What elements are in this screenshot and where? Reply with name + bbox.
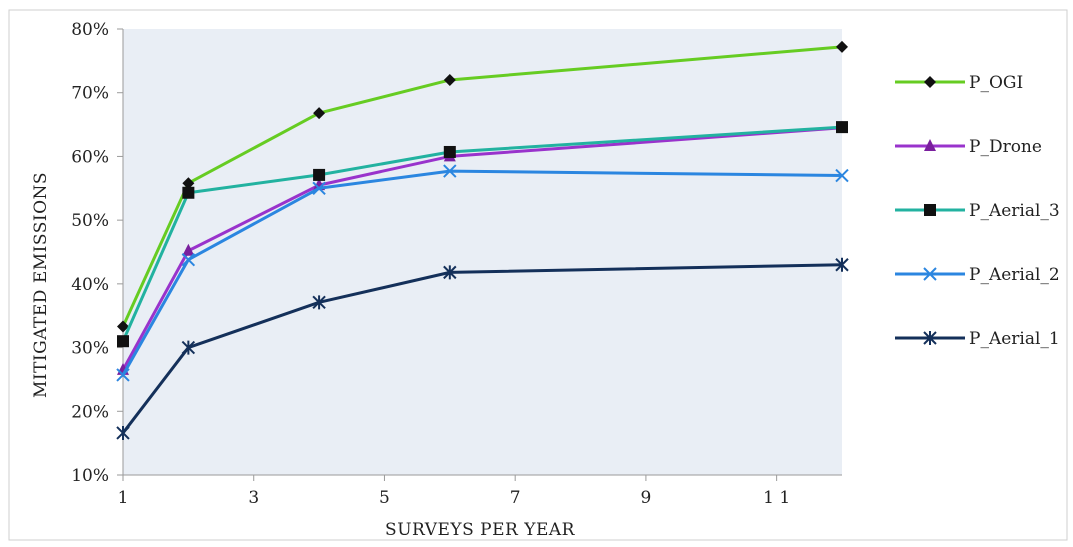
data-point-p-aerial-2 (116, 368, 130, 382)
series-p-ogi (117, 40, 848, 333)
x-tick-label: 3 (248, 488, 259, 508)
x-axis-title: SURVEYS PER YEAR (385, 520, 576, 540)
data-point-p-aerial-2 (312, 181, 326, 195)
data-point-p-aerial-3 (182, 186, 195, 199)
series-p-aerial-2 (116, 164, 849, 382)
legend-marker (923, 267, 937, 281)
y-tick-label: 60% (71, 147, 109, 167)
data-point-p-aerial-1 (116, 425, 130, 440)
y-tick-label: 70% (71, 84, 109, 104)
data-point-p-ogi (836, 40, 848, 53)
y-tick-label: 50% (71, 211, 109, 231)
legend-marker (924, 76, 936, 88)
data-point-p-ogi (313, 107, 326, 120)
legend-item-p-drone: P_Drone (895, 137, 1042, 157)
data-point-p-ogi (182, 177, 195, 190)
data-point-p-ogi (443, 73, 456, 86)
x-tick-label: 1 (118, 488, 129, 508)
data-point-p-aerial-3 (836, 121, 848, 134)
plot-area (123, 29, 842, 475)
x-tick-label: 9 (640, 488, 651, 508)
data-point-p-aerial-2 (443, 164, 457, 178)
data-point-p-aerial-2 (181, 252, 196, 267)
legend-marker (924, 139, 936, 151)
data-point-p-aerial-1 (181, 340, 196, 355)
legend-label: P_Drone (969, 137, 1042, 157)
legend-item-p-aerial-1: P_Aerial_1 (895, 329, 1060, 349)
data-point-p-drone (182, 243, 195, 256)
y-axis-title: MITIGATED EMISSIONS (31, 172, 51, 398)
series-p-aerial-1 (116, 257, 849, 440)
x-tick-label: 5 (379, 488, 390, 508)
legend-label: P_Aerial_1 (969, 329, 1060, 349)
data-point-p-aerial-2 (835, 168, 849, 183)
x-tick-label: 7 (510, 488, 521, 508)
y-tick-label: 20% (71, 402, 109, 422)
data-point-p-aerial-1 (443, 265, 457, 280)
legend-item-p-aerial-2: P_Aerial_2 (895, 265, 1060, 285)
data-point-p-aerial-3 (117, 335, 129, 348)
legend-item-p-ogi: P_OGI (895, 73, 1023, 93)
data-point-p-ogi (117, 320, 129, 333)
y-tick-label: 30% (71, 339, 109, 359)
y-tick-label: 10% (71, 466, 109, 486)
data-point-p-aerial-3 (313, 168, 326, 181)
data-point-p-aerial-1 (312, 295, 326, 310)
legend-marker (923, 331, 937, 345)
data-point-p-aerial-1 (835, 257, 849, 272)
y-tick-label: 80% (71, 20, 109, 40)
legend-label: P_Aerial_3 (969, 201, 1060, 221)
legend-label: P_OGI (969, 73, 1023, 93)
series-p-aerial-3 (117, 121, 848, 348)
legend-marker (924, 204, 936, 216)
legend-item-p-aerial-3: P_Aerial_3 (895, 201, 1060, 221)
y-tick-label: 40% (71, 275, 109, 295)
x-tick-label: 1 1 (763, 488, 790, 508)
data-point-p-aerial-3 (443, 145, 456, 158)
legend-label: P_Aerial_2 (969, 265, 1060, 285)
